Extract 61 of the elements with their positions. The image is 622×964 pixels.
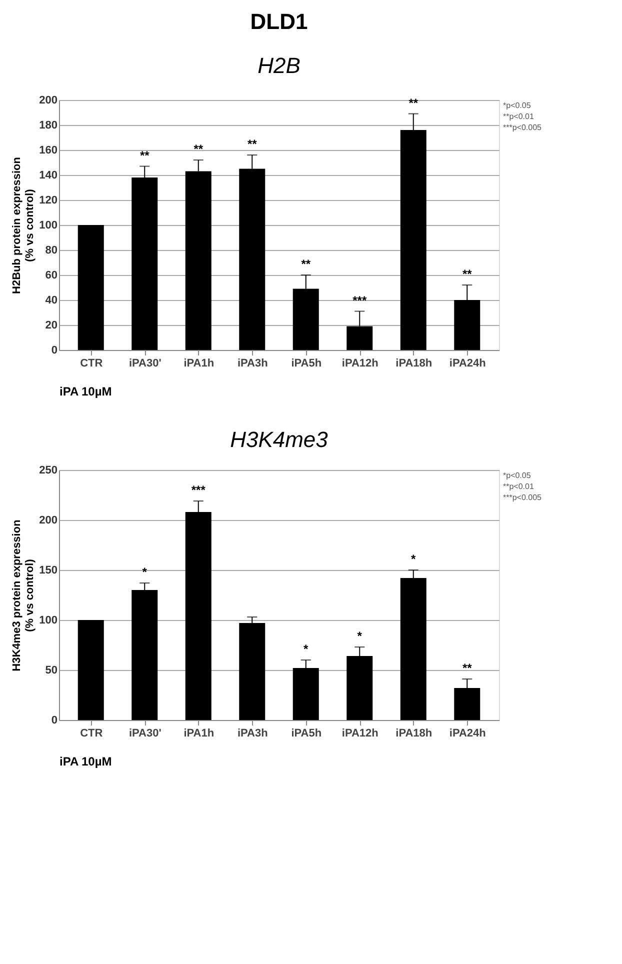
y-tick-label: 200 — [39, 94, 58, 106]
y-tick-label: 100 — [39, 614, 58, 626]
x-tick-label: iPA18h — [396, 358, 432, 370]
y-tick-label: 140 — [39, 170, 58, 182]
y-tick-label: 120 — [39, 194, 58, 206]
data-label: ** — [247, 137, 258, 151]
data-label: ** — [301, 257, 311, 271]
text: *p<0.05 — [503, 471, 532, 480]
y-tick-label: 80 — [45, 244, 58, 256]
x-tick-label: iPA30' — [128, 728, 162, 740]
x-tick-label: iPA24h — [449, 358, 486, 370]
y-axis-title: H2Bub protein expression (% vs control) — [11, 156, 36, 294]
x-tick-label: iPA1h — [184, 728, 214, 740]
data-label: * — [411, 552, 416, 566]
chart-subtitle: H2B — [258, 53, 300, 78]
y-tick-label: 50 — [45, 664, 58, 676]
y-tick-label: 60 — [45, 270, 58, 282]
x-axis-title: iPA 10µM — [60, 754, 112, 768]
bar — [78, 620, 104, 720]
data-label: ** — [462, 661, 472, 675]
x-tick-label: iPA3h — [237, 358, 268, 370]
x-tick-label: iPA12h — [342, 358, 379, 370]
x-axis-title: iPA 10µM — [60, 384, 112, 398]
text: **p<0.01 — [503, 482, 534, 491]
y-axis-title: H3K4me3 protein expression (% vs control) — [11, 519, 36, 672]
x-tick-label: iPA5h — [291, 358, 322, 370]
x-tick-label: iPA24h — [449, 728, 486, 740]
x-tick-label: iPA3h — [237, 728, 268, 740]
y-tick-label: 20 — [45, 320, 58, 332]
y-tick-label: 40 — [45, 294, 58, 306]
x-tick-label: iPA5h — [291, 728, 322, 740]
data-label: ** — [194, 142, 204, 156]
x-tick-label: CTR — [80, 728, 103, 740]
x-tick-label: CTR — [80, 358, 103, 370]
data-label: ** — [140, 148, 150, 162]
data-label: ** — [408, 96, 418, 110]
data-label: * — [357, 629, 362, 643]
data-label: *** — [191, 483, 206, 497]
x-tick-label: iPA1h — [184, 358, 214, 370]
y-tick-label: 250 — [39, 464, 58, 476]
y-tick-label: 200 — [39, 514, 58, 526]
text: **p<0.01 — [503, 112, 534, 121]
data-label: * — [142, 565, 148, 579]
x-tick-label: iPA12h — [342, 728, 379, 740]
y-tick-label: 100 — [39, 220, 58, 232]
chart-title: DLD1 — [250, 9, 308, 34]
y-tick-label: 0 — [51, 714, 58, 726]
text: ***p<0.005 — [503, 493, 542, 502]
y-tick-label: 150 — [39, 564, 58, 576]
text: *p<0.05 — [503, 101, 532, 110]
y-tick-label: 160 — [39, 144, 58, 156]
data-label: ** — [462, 267, 472, 281]
text: ***p<0.005 — [503, 123, 542, 132]
x-tick-label: iPA18h — [396, 728, 432, 740]
bar — [78, 225, 104, 350]
x-tick-label: iPA30' — [128, 358, 162, 370]
chart-title: H3K4me3 — [230, 427, 329, 452]
y-tick-label: 0 — [51, 344, 58, 356]
y-tick-label: 180 — [39, 120, 58, 132]
data-label: * — [304, 642, 309, 656]
data-label: *** — [352, 293, 367, 308]
